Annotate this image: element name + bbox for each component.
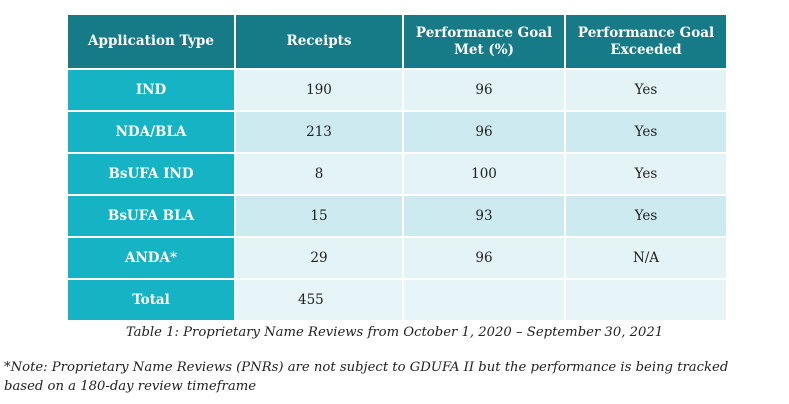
table-row: IND 190 96 Yes [66,68,728,112]
row-application-type: ANDA* [66,236,236,280]
header-application-type: Application Type [66,13,236,70]
row-application-type: BsUFA BLA [66,194,236,238]
row-receipts: 190 [234,68,404,112]
row-goal-exceeded: Yes [564,110,728,154]
table-row: ANDA* 29 96 N/A [66,236,728,280]
row-goal-exceeded: N/A [564,236,728,280]
footnote: *Note: Proprietary Name Reviews (PNRs) a… [4,360,729,394]
header-performance-goal-met: Performance Goal Met (%) [402,13,566,70]
row-goal-exceeded: Yes [564,194,728,238]
row-receipts: 29 [234,236,404,280]
row-application-type: Total [66,278,236,322]
header-performance-goal-exceeded: Performance Goal Exceeded [564,13,728,70]
row-receipts: 15 [234,194,404,238]
row-receipts: 213 [234,110,404,154]
row-goal-exceeded [564,278,728,322]
row-goal-met: 100 [402,152,566,196]
table-row: BsUFA BLA 15 93 Yes [66,194,728,238]
row-application-type: NDA/BLA [66,110,236,154]
header-receipts: Receipts [234,13,404,70]
row-application-type: BsUFA IND [66,152,236,196]
row-application-type: IND [66,68,236,112]
row-goal-met: 96 [402,68,566,112]
table-row: BsUFA IND 8 100 Yes [66,152,728,196]
table-row: NDA/BLA 213 96 Yes [66,110,728,154]
row-goal-met: 96 [402,236,566,280]
pnr-performance-table: Application Type Receipts Performance Go… [66,13,728,322]
table-caption: Table 1: Proprietary Name Reviews from O… [125,325,664,340]
row-goal-met [402,278,566,322]
row-goal-met: 96 [402,110,566,154]
table-row-total: Total 455 [66,278,728,322]
row-receipts: 8 [234,152,404,196]
table-header-row: Application Type Receipts Performance Go… [66,13,728,70]
row-receipts: 455 [234,278,404,322]
row-goal-exceeded: Yes [564,68,728,112]
row-goal-met: 93 [402,194,566,238]
row-goal-exceeded: Yes [564,152,728,196]
